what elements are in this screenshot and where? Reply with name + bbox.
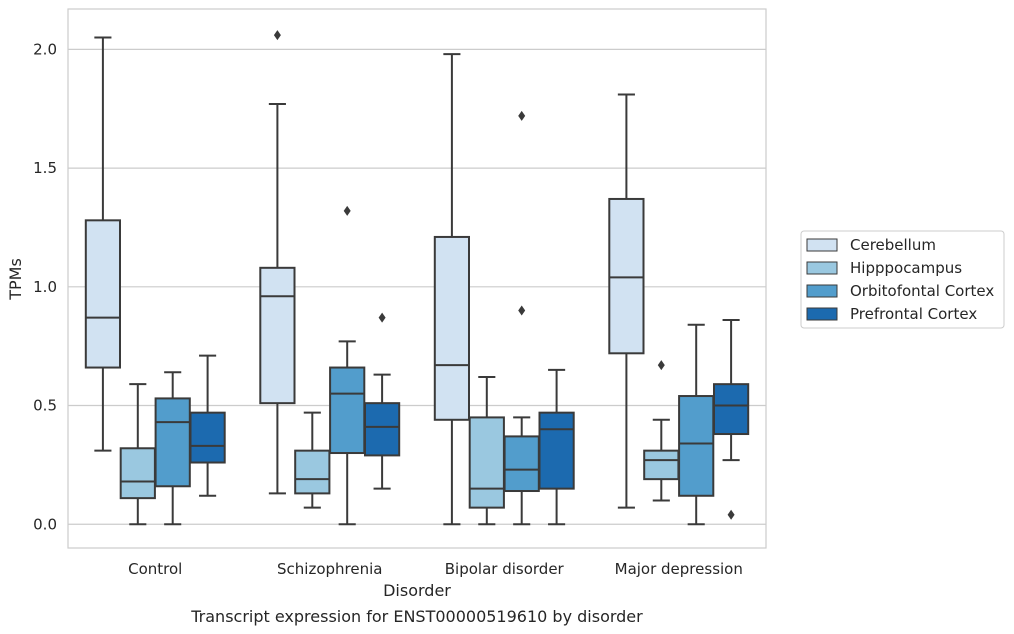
x-tick-label: Bipolar disorder bbox=[445, 560, 565, 578]
box-bipolar-disorder-prefrontal-cortex bbox=[538, 368, 575, 526]
x-tick-label: Control bbox=[128, 560, 182, 578]
legend-label: Hipppocampus bbox=[850, 259, 962, 277]
legend-swatch-cerebellum bbox=[806, 238, 838, 252]
x-axis-label: Disorder bbox=[383, 581, 451, 600]
box-iqr bbox=[468, 416, 505, 509]
box-control-prefrontal-cortex bbox=[189, 354, 226, 497]
box-iqr bbox=[538, 411, 575, 490]
legend-swatch-prefrontal-cortex bbox=[806, 307, 838, 321]
box-major-depression-orbitofontal-cortex bbox=[678, 323, 715, 526]
box-iqr bbox=[363, 402, 401, 457]
box-iqr bbox=[259, 266, 296, 405]
box-major-depression-cerebellum bbox=[608, 93, 645, 509]
box-control-cerebellum bbox=[84, 36, 122, 452]
box-iqr bbox=[84, 219, 122, 369]
plot-frame bbox=[67, 8, 767, 549]
box-iqr bbox=[503, 435, 540, 493]
legend-label: Orbitofontal Cortex bbox=[850, 282, 994, 300]
legend-label: Cerebellum bbox=[850, 236, 936, 254]
y-tick-label: 0.5 bbox=[33, 397, 57, 415]
x-tick-label: Major depression bbox=[615, 560, 743, 578]
legend-frame bbox=[800, 230, 1005, 329]
box-iqr bbox=[608, 197, 645, 355]
box-iqr bbox=[329, 366, 366, 455]
x-axis-ticks: Control Schizophrenia Bipolar disorder Majo… bbox=[128, 560, 743, 578]
outlier-point bbox=[518, 110, 526, 121]
box-iqr bbox=[189, 411, 226, 464]
outlier-point bbox=[273, 30, 281, 41]
box-iqr bbox=[154, 397, 191, 488]
box-major-depression-prefrontal-cortex bbox=[712, 319, 750, 520]
box-schizophrenia-cerebellum bbox=[259, 30, 296, 495]
box-schizophrenia-hipppocampus bbox=[294, 411, 331, 509]
chart-caption: Transcript expression for ENST0000051961… bbox=[190, 607, 643, 626]
outlier-point bbox=[343, 205, 351, 216]
box-bipolar-disorder-cerebellum bbox=[433, 53, 471, 526]
box-iqr bbox=[294, 449, 331, 495]
legend-swatch-hipppocampus bbox=[806, 261, 838, 275]
legend: Cerebellum Hipppocampus Orbitofontal Corte… bbox=[800, 230, 1005, 329]
box-plots bbox=[84, 30, 750, 526]
legend-swatch-orbitofontal-cortex bbox=[806, 284, 838, 298]
box-major-depression-hipppocampus bbox=[643, 360, 680, 502]
y-axis-ticks: 0.0 0.5 1.0 1.5 2.0 bbox=[33, 40, 57, 533]
y-axis-label: TPMs bbox=[6, 258, 25, 301]
box-control-hipppocampus bbox=[119, 383, 156, 526]
y-tick-label: 1.0 bbox=[33, 278, 57, 296]
box-iqr bbox=[643, 449, 680, 481]
box-schizophrenia-prefrontal-cortex bbox=[363, 312, 401, 490]
y-tick-label: 0.0 bbox=[33, 515, 57, 533]
box-iqr bbox=[433, 235, 471, 421]
box-bipolar-disorder-orbitofontal-cortex bbox=[503, 110, 540, 526]
outlier-point bbox=[518, 305, 526, 316]
y-tick-label: 2.0 bbox=[33, 40, 57, 58]
box-iqr bbox=[678, 395, 715, 497]
outlier-point bbox=[727, 509, 735, 520]
outlier-point bbox=[378, 312, 386, 323]
y-tick-label: 1.5 bbox=[33, 159, 57, 177]
x-tick-label: Schizophrenia bbox=[277, 560, 382, 578]
box-bipolar-disorder-hipppocampus bbox=[468, 376, 505, 526]
box-iqr bbox=[119, 447, 156, 500]
box-iqr bbox=[712, 383, 750, 436]
outlier-point bbox=[657, 360, 665, 371]
legend-label: Prefrontal Cortex bbox=[850, 305, 977, 323]
